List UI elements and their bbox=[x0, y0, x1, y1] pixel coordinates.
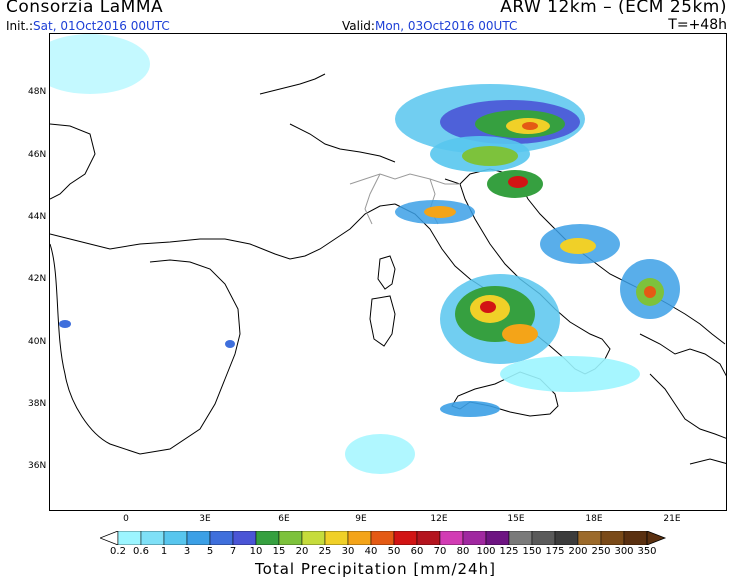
colorbar-level-label: 250 bbox=[591, 546, 611, 557]
coastlines bbox=[50, 73, 726, 465]
colorbar-level-label: 80 bbox=[456, 546, 470, 557]
lon-label-0: 0 bbox=[123, 514, 129, 524]
lon-label-18e: 18E bbox=[585, 514, 603, 524]
colorbar-cell bbox=[531, 531, 556, 545]
colorbar-level-label: 3 bbox=[183, 546, 191, 557]
colorbar-title: Total Precipitation [mm/24h] bbox=[255, 560, 496, 578]
colorbar-level-label: 1 bbox=[160, 546, 168, 557]
colorbar-cell bbox=[117, 531, 142, 545]
lon-label-15e: 15E bbox=[507, 514, 525, 524]
colorbar-level-label: 175 bbox=[545, 546, 565, 557]
colorbar-cell bbox=[324, 531, 349, 545]
map-canvas bbox=[50, 34, 726, 474]
colorbar-cell bbox=[255, 531, 280, 545]
colorbar-level-label: 100 bbox=[476, 546, 496, 557]
precipitation-areas bbox=[50, 34, 680, 474]
valid-info: Valid:Mon, 03Oct2016 00UTC bbox=[342, 19, 517, 33]
model-title: ARW 12km – (ECM 25km) bbox=[500, 0, 727, 17]
organization-title: Consorzia LaMMA bbox=[6, 0, 164, 17]
colorbar-cell bbox=[163, 531, 188, 545]
colorbar-level-label: 0.2 bbox=[110, 546, 126, 557]
colorbar-cell bbox=[186, 531, 211, 545]
colorbar-arrow-low bbox=[100, 531, 119, 545]
lat-label-40n: 40N bbox=[28, 337, 47, 347]
lat-label-44n: 44N bbox=[28, 212, 47, 222]
colorbar-cell bbox=[301, 531, 326, 545]
lat-label-46n: 46N bbox=[28, 150, 47, 160]
colorbar-cell bbox=[462, 531, 487, 545]
colorbar-level-label: 125 bbox=[499, 546, 519, 557]
valid-value: Mon, 03Oct2016 00UTC bbox=[374, 19, 518, 33]
init-label: Init.: bbox=[6, 19, 34, 33]
colorbar-level-label: 30 bbox=[341, 546, 355, 557]
colorbar-cell bbox=[577, 531, 602, 545]
colorbar-arrow-high bbox=[646, 531, 667, 545]
colorbar-cell bbox=[416, 531, 441, 545]
colorbar-level-label: 300 bbox=[614, 546, 634, 557]
init-value: Sat, 01Oct2016 00UTC bbox=[33, 19, 170, 33]
lat-label-42n: 42N bbox=[28, 274, 47, 284]
colorbar-cell bbox=[439, 531, 464, 545]
colorbar-cell bbox=[209, 531, 234, 545]
colorbar-level-label: 10 bbox=[249, 546, 263, 557]
colorbar-cell bbox=[600, 531, 625, 545]
colorbar-cell bbox=[623, 531, 648, 545]
colorbar-cell bbox=[393, 531, 418, 545]
valid-label: Valid: bbox=[342, 19, 375, 33]
colorbar-level-label: 150 bbox=[522, 546, 542, 557]
colorbar-level-label: 20 bbox=[295, 546, 309, 557]
lon-label-21e: 21E bbox=[663, 514, 681, 524]
init-info: Init.:Sat, 01Oct2016 00UTC bbox=[6, 19, 170, 33]
colorbar bbox=[100, 531, 667, 545]
colorbar-level-label: 200 bbox=[568, 546, 588, 557]
colorbar-cell bbox=[370, 531, 395, 545]
colorbar-cell bbox=[508, 531, 533, 545]
lat-label-36n: 36N bbox=[28, 461, 47, 471]
colorbar-cell bbox=[140, 531, 165, 545]
colorbar-cell bbox=[232, 531, 257, 545]
colorbar-level-label: 70 bbox=[433, 546, 447, 557]
colorbar-level-label: 15 bbox=[272, 546, 286, 557]
lead-time: T=+48h bbox=[668, 17, 727, 33]
colorbar-cell bbox=[278, 531, 303, 545]
colorbar-level-label: 350 bbox=[637, 546, 657, 557]
lat-label-48n: 48N bbox=[28, 87, 47, 97]
colorbar-cell bbox=[554, 531, 579, 545]
lat-label-38n: 38N bbox=[28, 399, 47, 409]
colorbar-level-label: 25 bbox=[318, 546, 332, 557]
colorbar-level-label: 60 bbox=[410, 546, 424, 557]
lon-label-6e: 6E bbox=[278, 514, 290, 524]
colorbar-cell bbox=[347, 531, 372, 545]
colorbar-level-label: 40 bbox=[364, 546, 378, 557]
colorbar-level-label: 50 bbox=[387, 546, 401, 557]
colorbar-level-label: 0.6 bbox=[133, 546, 149, 557]
colorbar-level-label: 7 bbox=[229, 546, 237, 557]
lon-label-9e: 9E bbox=[355, 514, 367, 524]
lon-label-3e: 3E bbox=[199, 514, 211, 524]
colorbar-level-label: 5 bbox=[206, 546, 214, 557]
lon-label-12e: 12E bbox=[430, 514, 448, 524]
precipitation-map bbox=[49, 33, 727, 511]
colorbar-cell bbox=[485, 531, 510, 545]
